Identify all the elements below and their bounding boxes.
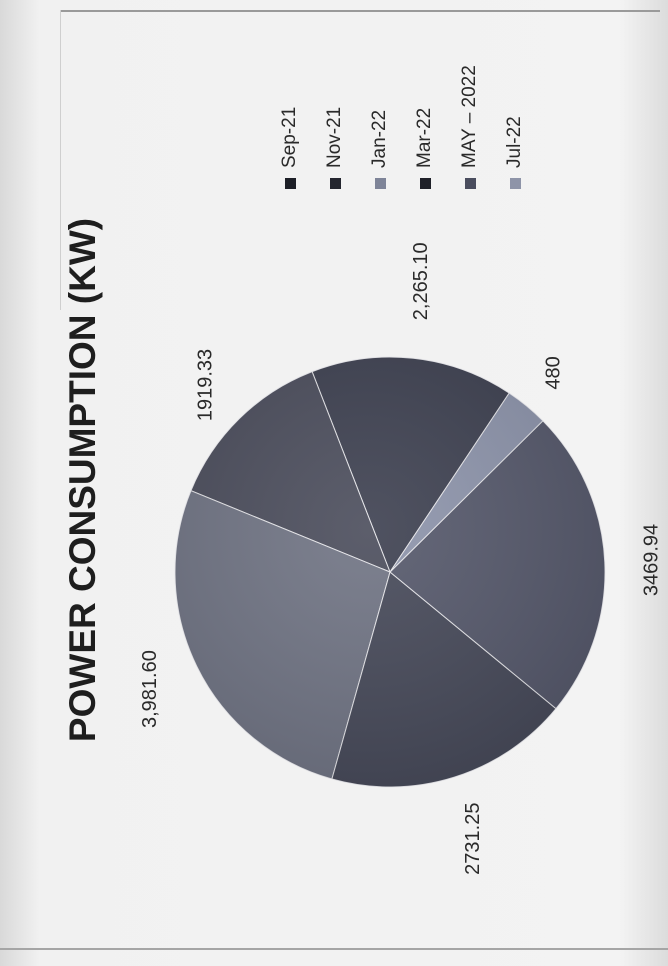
data-label-mar-22: 2731.25 [462,803,484,875]
data-label-jan-22: 3,981.60 [139,650,161,728]
legend-item-jan-22: Jan-22 [369,110,390,189]
top-border-line [60,10,660,12]
legend-label: Jan-22 [369,110,390,168]
chart-title: POWER CONSUMPTION (KW) [62,218,103,742]
legend-item-mar-22: Mar-22 [414,108,435,189]
legend-label: Nov-21 [324,107,345,168]
legend-item-jul-22: Jul-22 [504,116,525,189]
legend-label: Mar-22 [414,108,435,168]
legend-item-nov-21: Nov-21 [324,107,345,189]
legend-swatch [510,178,521,189]
data-label-sep-21: 2,265.10 [410,242,432,320]
legend-swatch [420,178,431,189]
legend-label: Jul-22 [504,116,525,168]
legend-item-may-2022: MAY – 2022 [459,65,480,189]
data-label-jul-22: 480 [542,356,564,389]
legend-swatch [465,178,476,189]
legend-label: MAY – 2022 [459,65,480,168]
left-border-line [60,10,61,310]
legend-swatch [375,178,386,189]
legend-swatch [330,178,341,189]
data-label-may-2022: 3469.94 [640,524,662,596]
bottom-border-line [0,948,668,950]
pie-shading [175,357,605,787]
legend-swatch [285,178,296,189]
legend-item-sep-21: Sep-21 [279,107,300,189]
legend-label: Sep-21 [279,107,300,168]
data-label-nov-21: 1919.33 [194,349,216,421]
